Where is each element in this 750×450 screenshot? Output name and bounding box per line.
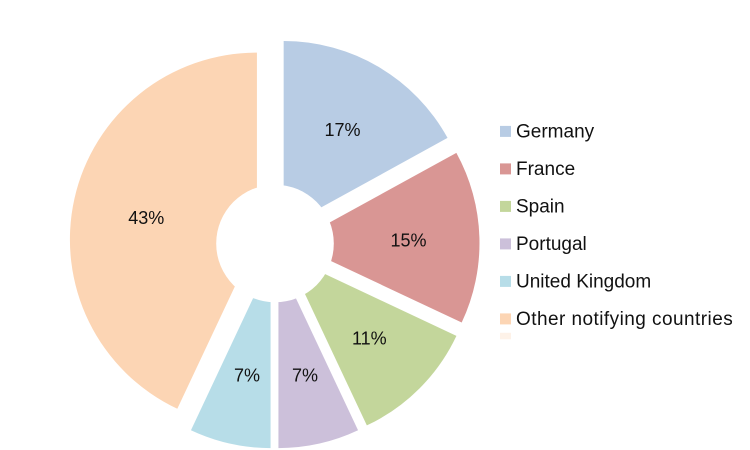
svg-text:Germany: Germany <box>516 122 595 143</box>
svg-text:United Kingdom: United Kingdom <box>516 272 651 293</box>
svg-text:France: France <box>516 159 575 180</box>
svg-text:Spain: Spain <box>516 197 565 218</box>
svg-text:15%: 15% <box>390 231 426 251</box>
svg-text:17%: 17% <box>324 120 360 140</box>
svg-text:7%: 7% <box>234 366 260 386</box>
svg-text:7%: 7% <box>292 366 318 386</box>
svg-text:43%: 43% <box>128 208 164 228</box>
svg-text:Portugal: Portugal <box>516 234 587 255</box>
svg-text:11%: 11% <box>352 328 387 348</box>
svg-text:Other notifying countries: Other notifying countries <box>516 309 733 330</box>
